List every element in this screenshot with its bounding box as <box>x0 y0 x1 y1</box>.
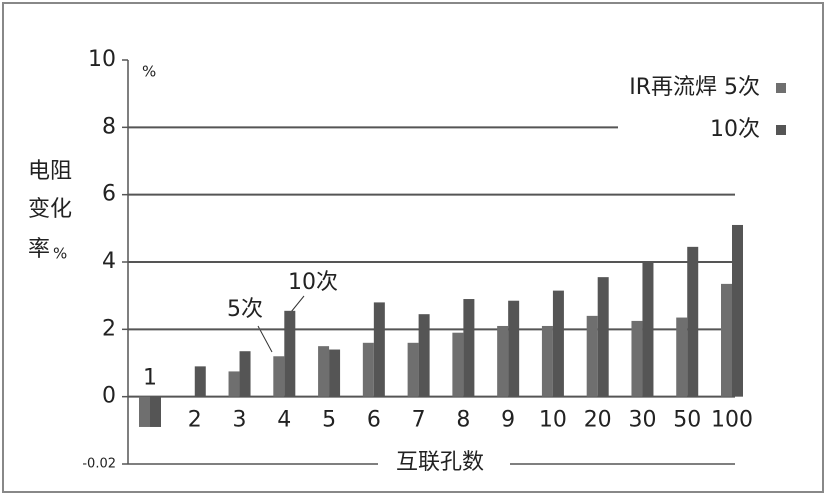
bar <box>373 302 385 397</box>
bar <box>239 351 251 397</box>
bar <box>497 325 509 397</box>
x-tick-label: 20 <box>584 408 612 433</box>
bar <box>552 290 564 397</box>
bar <box>642 262 654 397</box>
y-tick-label: 8 <box>102 114 116 139</box>
bar <box>597 277 609 397</box>
annotation: 10次 <box>288 270 338 295</box>
x-tick-label: 7 <box>412 408 426 433</box>
x-tick-label: 30 <box>628 408 656 433</box>
bar <box>139 396 150 427</box>
legend-label: IR再流焊 5次 <box>629 75 760 100</box>
x-tick-label: 5 <box>322 408 336 433</box>
x-tick-label: 2 <box>188 408 202 433</box>
bar <box>273 356 285 397</box>
bar <box>228 371 240 397</box>
bar <box>541 325 553 397</box>
bar <box>329 349 341 397</box>
annotation-leader <box>290 295 305 313</box>
annotation: 5次 <box>227 297 263 322</box>
axis-unit: % <box>142 63 156 81</box>
bar <box>586 315 598 397</box>
bar <box>407 342 419 397</box>
x-tick-label: 50 <box>673 408 701 433</box>
x-tick-label: 3 <box>233 408 247 433</box>
y-label: 率 <box>28 237 50 262</box>
y-tick-label: 6 <box>102 182 116 207</box>
x-tick-label: 8 <box>456 408 470 433</box>
bar <box>721 283 732 397</box>
bar <box>318 346 330 397</box>
legend-label: 10次 <box>710 117 760 142</box>
x-tick-label: 1 <box>143 366 157 391</box>
bar <box>418 314 430 397</box>
legend-swatch <box>776 83 786 93</box>
bar <box>150 396 161 427</box>
x-label: 互联孔数 <box>396 450 484 475</box>
y-tick-label: 4 <box>102 249 116 274</box>
y-tick-label: 10 <box>88 47 116 72</box>
x-tick-label: 4 <box>277 408 291 433</box>
y-label-unit: % <box>53 245 67 263</box>
bar <box>631 320 643 397</box>
bar <box>676 317 688 397</box>
x-tick-label: 6 <box>367 408 381 433</box>
y-tick-label: 2 <box>102 316 116 341</box>
y-label: 变化 <box>28 197 72 222</box>
x-tick-label: 100 <box>711 408 753 433</box>
bar <box>732 224 743 397</box>
legend-swatch <box>776 125 786 135</box>
y-tick-label: 0 <box>102 384 116 409</box>
bar <box>687 246 699 397</box>
bar <box>284 310 296 397</box>
bar <box>463 299 475 397</box>
bar <box>452 332 464 397</box>
bar <box>508 300 520 397</box>
x-tick-label: 10 <box>539 408 567 433</box>
x-tick-label: 9 <box>501 408 515 433</box>
bar <box>194 366 206 397</box>
y-tick-label: -0.02 <box>82 457 116 472</box>
y-label: 电阻 <box>28 159 72 184</box>
bar <box>362 342 374 397</box>
